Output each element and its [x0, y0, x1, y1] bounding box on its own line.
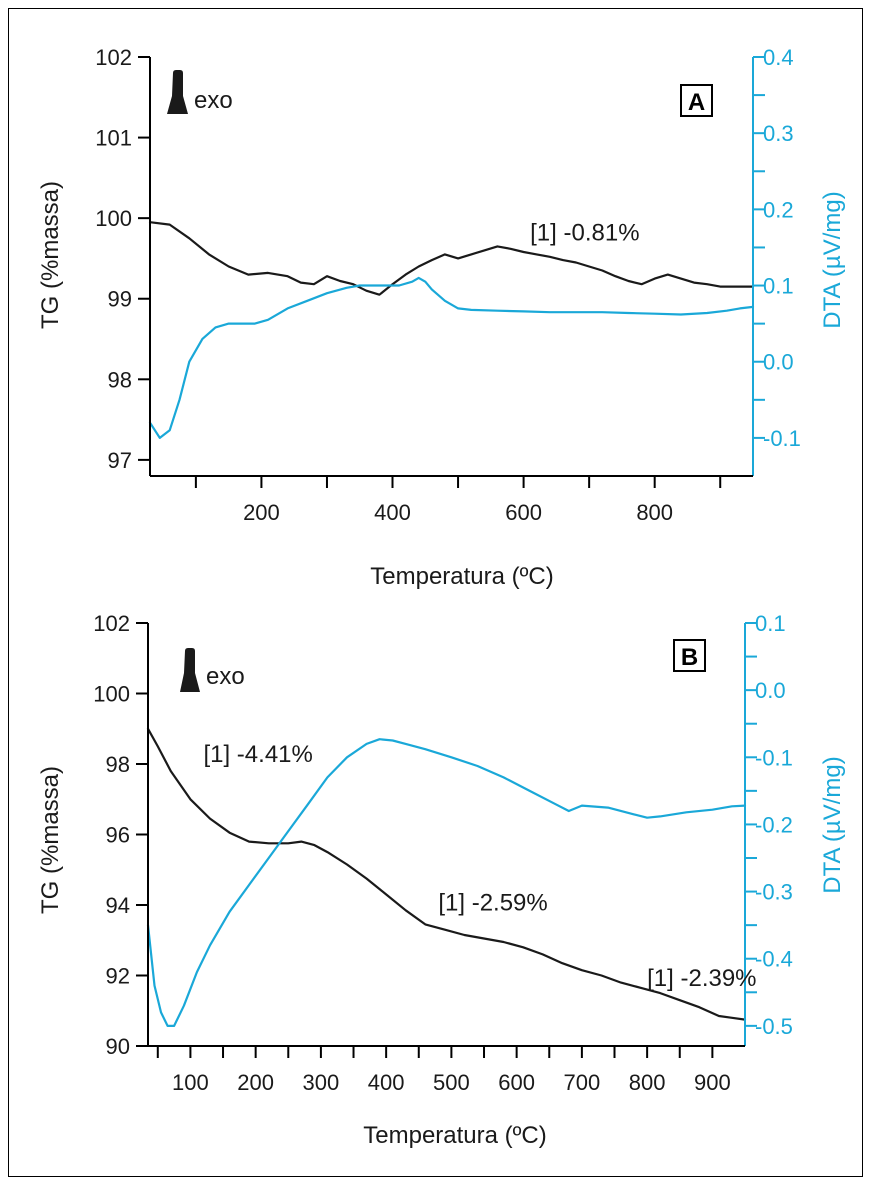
panel-b-yleft-tick-label: 90 [106, 1034, 130, 1059]
panel-a-yright-tick-label: -0.1 [763, 426, 801, 451]
panel-b-exo-label: exo [206, 663, 245, 690]
panel-b-ylabel-right: DTA (µV/mg) [819, 756, 846, 893]
panel-b-x-tick-label: 800 [629, 1070, 666, 1095]
panel-a-tg-curve [148, 221, 755, 296]
panel-a-yright-tick-label: 0.4 [763, 45, 794, 70]
panel-a-yleft-tick-label: 99 [108, 287, 132, 312]
panel-a-x-tick-label: 200 [243, 500, 280, 525]
panel-b-yright-tick-label: 0.1 [755, 611, 786, 636]
panel-a-yright-tick-label: 0.3 [763, 121, 794, 146]
panel-b-x-tick-label: 900 [694, 1070, 731, 1095]
panel-a-tag-box [680, 84, 713, 117]
panel-a-yleft-tick-label: 98 [108, 367, 132, 392]
panel-b-mass-loss-annotation: [1] -2.39% [647, 965, 756, 992]
panel-b-yleft-tick-label: 100 [93, 682, 130, 707]
figure-frame [8, 8, 863, 1177]
panel-b-mass-loss-annotation: [1] -2.59% [438, 889, 547, 916]
panel-b-yright-tick-label: -0.4 [755, 947, 793, 972]
panel-b-yright-tick-label: -0.5 [755, 1014, 793, 1039]
panel-b-yleft-tick-label: 92 [106, 964, 130, 989]
panel-a-exo-label: exo [194, 87, 233, 114]
panel-a-x-tick-label: 800 [636, 500, 673, 525]
panel-a-ylabel-right: DTA (µV/mg) [819, 191, 846, 328]
panel-a-annotations: [1] -0.81% [530, 220, 639, 247]
panel-a-mass-loss-annotation: [1] -0.81% [530, 220, 639, 247]
panel-b-ylabel-left: TG (%massa) [37, 766, 64, 914]
exo-arrow-icon [180, 648, 200, 692]
panel-b-mass-loss-annotation: [1] -4.41% [203, 741, 312, 768]
panel-b-exo-indicator: exo [180, 648, 245, 692]
panel-b-yleft-tick-label: 98 [106, 752, 130, 777]
panel-b-x-tick-label: 200 [237, 1070, 274, 1095]
panel-b-yleft-tick-label: 94 [106, 893, 130, 918]
panel-a-yleft-tick-label: 100 [95, 206, 132, 231]
panel-a-yright-tick-label: 0.2 [763, 197, 794, 222]
panel-a-yright-tick-label: 0.1 [763, 274, 794, 299]
panel-a-yleft-tick-label: 97 [108, 448, 132, 473]
panel-b-yright-tick-label: -0.2 [755, 812, 793, 837]
panel-b-x-tick-label: 700 [564, 1070, 601, 1095]
panel-b-tag: B [673, 639, 706, 672]
panel-b-dta-curve [146, 738, 747, 1027]
panel-a-tag-label: A [688, 89, 705, 116]
panel-a: 97 98 99 100 101 102 -0.1 0.0 0.1 0.2 0.3 0.4 200 400… [37, 45, 846, 590]
panel-b-axes: 90 92 94 96 98 100 102 -0.5 -0.4 -0.3 -0.2 -0.1 0.0 0… [93, 611, 793, 1095]
panel-b: 90 92 94 96 98 100 102 -0.5 -0.4 -0.3 -0.2 -0.1 0.0 0… [37, 611, 846, 1149]
panel-b-x-tick-label: 300 [303, 1070, 340, 1095]
panel-b-x-tick-label: 100 [172, 1070, 209, 1095]
panel-b-x-tick-label: 600 [498, 1070, 535, 1095]
panel-b-tg-curve [146, 727, 747, 1021]
panel-a-xlabel: Temperatura (ºC) [370, 563, 553, 590]
panel-a-exo-indicator: exo [167, 70, 233, 114]
panel-b-annotations: [1] -4.41% [1] -2.59% [1] -2.39% [203, 741, 756, 992]
panel-a-yleft-tick-label: 101 [95, 126, 132, 151]
panel-b-series [146, 727, 747, 1027]
panel-b-yright-tick-label: -0.1 [755, 745, 793, 770]
panel-b-yleft-tick-label: 102 [93, 611, 130, 636]
exo-arrow-icon [167, 70, 188, 114]
panel-b-tag-box [673, 639, 706, 672]
panel-b-x-tick-label: 500 [433, 1070, 470, 1095]
panel-a-dta-curve [148, 276, 755, 439]
panel-b-xlabel: Temperatura (ºC) [363, 1122, 546, 1149]
panel-b-x-tick-label: 400 [368, 1070, 405, 1095]
panel-a-yright-tick-label: 0.0 [763, 350, 794, 375]
panel-a-axes: 97 98 99 100 101 102 -0.1 0.0 0.1 0.2 0.3 0.4 200 400… [95, 45, 801, 525]
panel-b-yright-tick-label: -0.3 [755, 880, 793, 905]
panel-a-x-tick-label: 400 [374, 500, 411, 525]
panel-a-series [148, 221, 755, 439]
panel-a-ylabel-left: TG (%massa) [37, 181, 64, 329]
panel-b-yleft-tick-label: 96 [106, 823, 130, 848]
panel-a-yleft-tick-label: 102 [95, 45, 132, 70]
panel-a-x-tick-label: 600 [505, 500, 542, 525]
panel-b-yright-tick-label: 0.0 [755, 678, 786, 703]
panel-a-tag: A [680, 84, 713, 117]
panel-b-tag-label: B [681, 644, 698, 671]
